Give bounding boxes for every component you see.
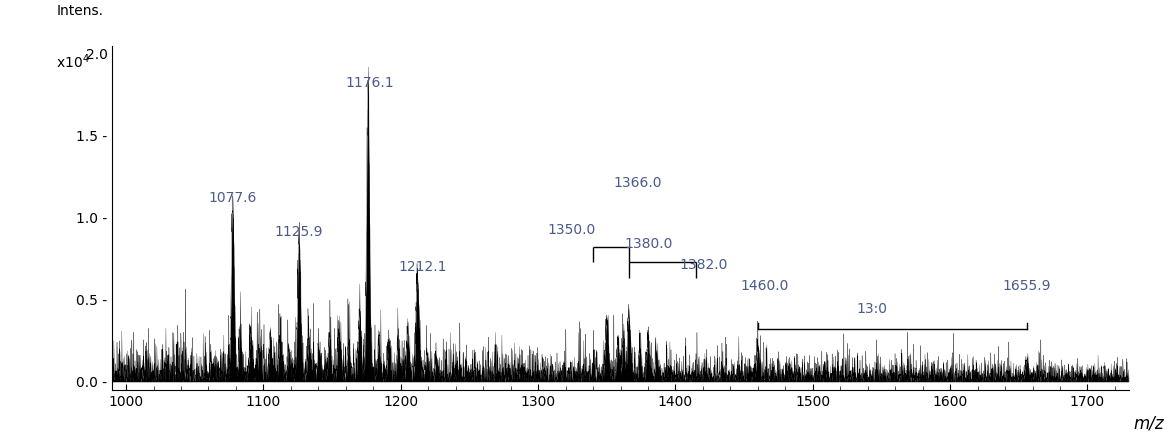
Text: 1460.0: 1460.0 [741, 279, 788, 293]
Text: 1382.0: 1382.0 [680, 258, 728, 272]
Text: 1125.9: 1125.9 [274, 225, 322, 239]
Text: 1350.0: 1350.0 [548, 223, 596, 238]
Text: x10$^4$: x10$^4$ [56, 53, 90, 71]
Text: 13:0: 13:0 [856, 302, 888, 316]
Text: Intens.: Intens. [56, 4, 104, 18]
Text: m/z: m/z [1134, 414, 1164, 432]
Text: 1077.6: 1077.6 [209, 190, 257, 205]
Text: 1366.0: 1366.0 [613, 176, 662, 190]
Text: 1655.9: 1655.9 [1002, 279, 1051, 293]
Text: 1212.1: 1212.1 [398, 259, 446, 274]
Text: 1176.1: 1176.1 [346, 76, 395, 90]
Text: 1380.0: 1380.0 [625, 237, 673, 251]
